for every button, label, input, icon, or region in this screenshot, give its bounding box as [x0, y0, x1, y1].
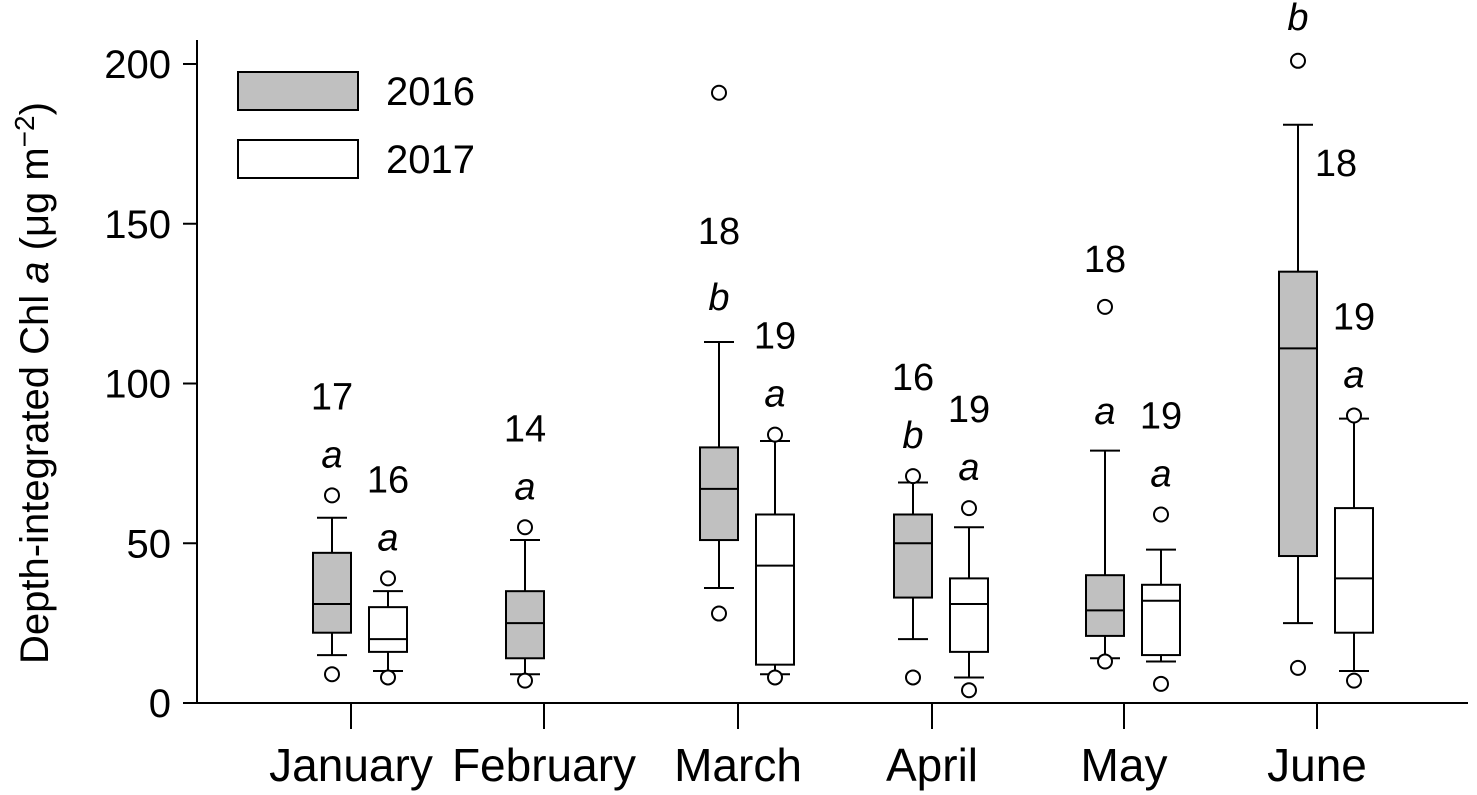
significance-letter: a — [321, 434, 342, 476]
box-2016-january — [312, 487, 352, 683]
box-2017-june — [1334, 407, 1374, 689]
legend-swatch-2017 — [237, 139, 359, 179]
sample-size-label: 19 — [1140, 395, 1182, 437]
box-body — [368, 606, 408, 653]
legend: 2016 2017 — [237, 70, 475, 182]
box-body — [1141, 583, 1181, 657]
x-tick-label: January — [269, 739, 433, 791]
sample-size-label: 17 — [311, 376, 353, 418]
axes: 0 50 100 150 200 January February March April May… — [104, 40, 1468, 791]
outlier-point — [324, 487, 340, 504]
x-tick-label: April — [886, 739, 978, 791]
outlier-point — [905, 669, 921, 686]
outlier-point — [1153, 506, 1169, 523]
y-tick-label: 200 — [104, 43, 171, 87]
y-tick-label: 100 — [104, 363, 171, 407]
outlier-point — [380, 669, 396, 686]
outlier-point — [1097, 653, 1113, 670]
box-body — [949, 577, 989, 653]
box-2017-march — [755, 426, 795, 686]
box-2016-april — [893, 468, 933, 686]
x-tick-label: February — [452, 739, 636, 791]
sample-size-label: 14 — [504, 408, 546, 450]
boxes — [312, 52, 1374, 699]
outlier-point — [961, 682, 977, 699]
box-body — [1085, 574, 1125, 637]
box-2016-february — [505, 519, 545, 689]
outlier-point — [767, 426, 783, 443]
outlier-point — [1097, 298, 1113, 315]
annotations: a 17 a 14 b 18 b 16 a 18 b 18 a 16 a 19 a 19 a 19 a 19 — [311, 0, 1375, 559]
y-tick-label: 150 — [104, 203, 171, 247]
x-tick-label: June — [1267, 739, 1367, 791]
x-tick-label: March — [674, 739, 802, 791]
outlier-point — [1346, 672, 1362, 689]
y-tick-label: 0 — [149, 682, 171, 726]
box-2017-may — [1141, 506, 1181, 692]
outlier-point — [711, 605, 727, 622]
box-2016-may — [1085, 298, 1125, 670]
y-tick-label: 50 — [127, 522, 172, 566]
outlier-point — [961, 500, 977, 517]
significance-letter: a — [1150, 453, 1171, 495]
significance-letter: b — [708, 277, 729, 319]
box-body — [893, 513, 933, 599]
sample-size-label: 19 — [754, 316, 796, 358]
box-2017-april — [949, 500, 989, 699]
box-body — [1334, 507, 1374, 634]
box-body — [312, 551, 352, 634]
outlier-point — [517, 519, 533, 536]
significance-letter: a — [958, 447, 979, 489]
box-body — [755, 513, 795, 666]
significance-letter: a — [764, 374, 785, 416]
outlier-point — [324, 666, 340, 683]
outlier-point — [1290, 659, 1306, 676]
sample-size-label: 19 — [948, 389, 990, 431]
legend-swatch-2016 — [237, 71, 359, 111]
y-axis-label: Depth-integrated Chl a (μg m−2) — [9, 102, 57, 664]
sample-size-label: 18 — [1084, 239, 1126, 281]
outlier-point — [905, 468, 921, 485]
sample-size-label: 16 — [892, 357, 934, 399]
legend-label-2017: 2017 — [386, 138, 475, 182]
significance-letter: a — [1094, 391, 1115, 433]
outlier-point — [1290, 52, 1306, 69]
legend-label-2016: 2016 — [386, 70, 475, 114]
sample-size-label: 16 — [367, 459, 409, 501]
significance-letter: b — [1287, 0, 1308, 39]
x-tick-label: May — [1081, 739, 1168, 791]
outlier-point — [517, 672, 533, 689]
box-body — [1278, 270, 1318, 558]
significance-letter: b — [902, 415, 923, 457]
box-2016-june — [1278, 52, 1318, 676]
outlier-point — [1153, 675, 1169, 692]
outlier-point — [711, 84, 727, 101]
outlier-point — [767, 669, 783, 686]
sample-size-label: 18 — [698, 211, 740, 253]
box-body — [505, 590, 545, 660]
significance-letter: a — [377, 517, 398, 559]
outlier-point — [1346, 407, 1362, 424]
sample-size-label: 18 — [1315, 143, 1357, 185]
box-2017-january — [368, 570, 408, 686]
outlier-point — [380, 570, 396, 587]
box-body — [699, 446, 739, 542]
sample-size-label: 19 — [1333, 296, 1375, 338]
significance-letter: a — [1343, 354, 1364, 396]
significance-letter: a — [514, 466, 535, 508]
box-2016-march — [699, 84, 739, 622]
